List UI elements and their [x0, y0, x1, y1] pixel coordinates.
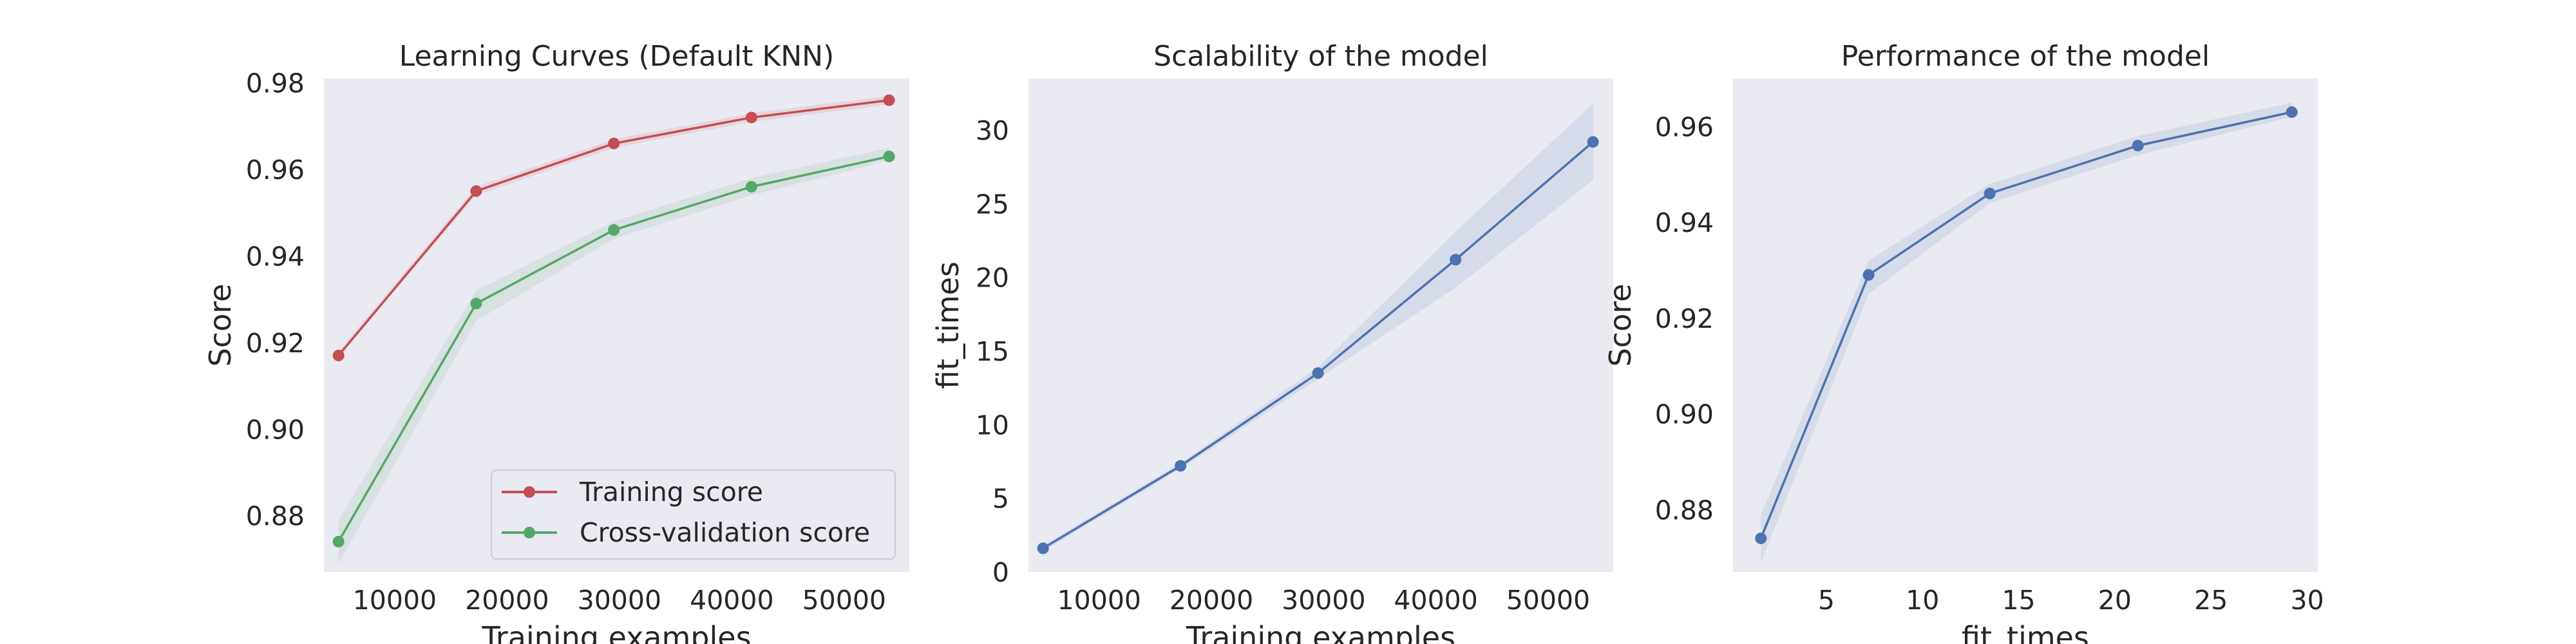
scalability-y-label: fit_times [931, 261, 965, 389]
performance-y-tick-label: 0.92 [1655, 303, 1714, 334]
learning-curves-title: Learning Curves (Default KNN) [399, 40, 835, 73]
performance-series-point [1984, 187, 1996, 200]
scalability-series-point [1037, 542, 1049, 554]
scalability-y-tick-label: 0 [992, 557, 1009, 588]
scalability-series-point [1450, 254, 1462, 266]
cross-validation-score-point [332, 535, 345, 547]
performance-lines [1755, 106, 2298, 544]
performance-x-tick-label: 5 [1818, 585, 1835, 616]
learning-curves-y-tick-label: 0.98 [246, 68, 305, 99]
training-score-point [883, 94, 895, 106]
learning-curves-x-tick-label: 30000 [578, 585, 661, 616]
scalability-y-tick-label: 25 [976, 189, 1009, 220]
learning-curves-panel: 10000 20000 30000 40000 50000 0.880.900.920.… [203, 40, 909, 644]
cross-validation-score-point [470, 298, 482, 310]
scalability-x-tick-label: 40000 [1394, 585, 1477, 616]
cross-validation-score-point [883, 150, 895, 162]
performance-series-point [1755, 532, 1767, 544]
scalability-y-tick-label: 20 [976, 263, 1009, 294]
learning-curves-x-tick-label: 50000 [802, 585, 886, 616]
legend-training-label: Training score [579, 477, 763, 507]
performance-x-tick-label: 30 [2290, 585, 2324, 616]
legend-entry-cv: Cross-validation score [502, 517, 870, 548]
learning-curves-lines [332, 94, 895, 547]
performance-x-label: fit_times [1962, 620, 2089, 644]
legend-entry-training: Training score [502, 477, 763, 507]
legend: Training score Cross-validation score [491, 469, 896, 560]
scalability-series-point [1175, 460, 1187, 472]
performance-x-tick-label: 25 [2194, 585, 2228, 616]
performance-series-point [1862, 269, 1875, 281]
legend-training-marker [524, 486, 535, 498]
performance-plot-area [1733, 79, 2318, 572]
scalability-y-ticks: 0 5 10 15 20 25 30 [976, 115, 1009, 588]
learning-curves-x-label: Training examples [481, 620, 751, 644]
training-score-point [470, 185, 482, 197]
legend-box [491, 469, 896, 560]
learning-curves-x-tick-label: 10000 [353, 585, 437, 616]
scalability-lines [1037, 136, 1599, 554]
cross-validation-score-point [608, 224, 620, 236]
scalability-x-tick-label: 30000 [1282, 585, 1365, 616]
learning-curves-y-label: Score [203, 284, 238, 367]
scalability-y-tick-label: 15 [976, 336, 1009, 367]
legend-cv-label: Cross-validation score [580, 517, 870, 548]
scalability-title: Scalability of the model [1153, 40, 1488, 73]
learning-curves-y-tick-label: 0.90 [246, 414, 305, 445]
performance-series-point [2132, 140, 2144, 152]
performance-y-tick-label: 0.96 [1655, 111, 1714, 142]
training-score-point [745, 111, 757, 124]
learning-curves-x-ticks: 10000 20000 30000 40000 50000 [353, 585, 886, 616]
performance-y-tick-label: 0.94 [1655, 207, 1714, 238]
legend-cv-marker [524, 527, 535, 538]
learning-curves-x-tick-label: 40000 [690, 585, 773, 616]
scalability-y-tick-label: 30 [976, 115, 1009, 146]
scalability-x-label: Training examples [1186, 620, 1455, 644]
performance-y-label: Score [1603, 284, 1638, 367]
performance-x-tick-label: 10 [1906, 585, 1939, 616]
scalability-x-tick-label: 20000 [1170, 585, 1253, 616]
performance-y-tick-label: 0.88 [1655, 495, 1714, 526]
scalability-series-point [1312, 367, 1324, 379]
performance-series-point [2286, 106, 2298, 118]
learning-curves-y-tick-label: 0.94 [246, 241, 305, 272]
learning-curves-y-tick-label: 0.88 [246, 501, 305, 532]
performance-panel: 5 10 15 20 25 30 0.88 0.90 0.92 0.94 0.96 Perform… [1603, 40, 2324, 644]
performance-y-ticks: 0.88 0.90 0.92 0.94 0.96 [1655, 111, 1714, 526]
scalability-x-tick-label: 50000 [1506, 585, 1590, 616]
scalability-plot-area [1028, 79, 1613, 572]
cross-validation-score-point [745, 180, 757, 193]
learning-curves-y-tick-label: 0.96 [246, 155, 305, 185]
scalability-y-tick-label: 5 [992, 484, 1009, 515]
scalability-y-tick-label: 10 [976, 410, 1009, 440]
scalability-x-ticks: 10000 20000 30000 40000 50000 [1057, 585, 1591, 616]
learning-curves-x-tick-label: 20000 [465, 585, 549, 616]
performance-y-tick-label: 0.90 [1655, 399, 1714, 430]
training-score-point [608, 137, 620, 149]
performance-x-tick-label: 15 [2002, 585, 2035, 616]
scalability-panel: 10000 20000 30000 40000 50000 0 5 10 15 20 25 30 S… [931, 40, 1613, 644]
learning-curves-y-tick-label: 0.92 [246, 328, 305, 359]
performance-x-ticks: 5 10 15 20 25 30 [1818, 585, 2324, 616]
scalability-series-point [1587, 136, 1599, 148]
performance-x-tick-label: 20 [2098, 585, 2132, 616]
training-score-point [332, 350, 345, 362]
performance-title: Performance of the model [1841, 40, 2210, 73]
learning-curves-y-ticks: 0.88 0.90 0.92 0.94 0.96 0.98 [246, 68, 305, 532]
scalability-x-tick-label: 10000 [1057, 585, 1141, 616]
